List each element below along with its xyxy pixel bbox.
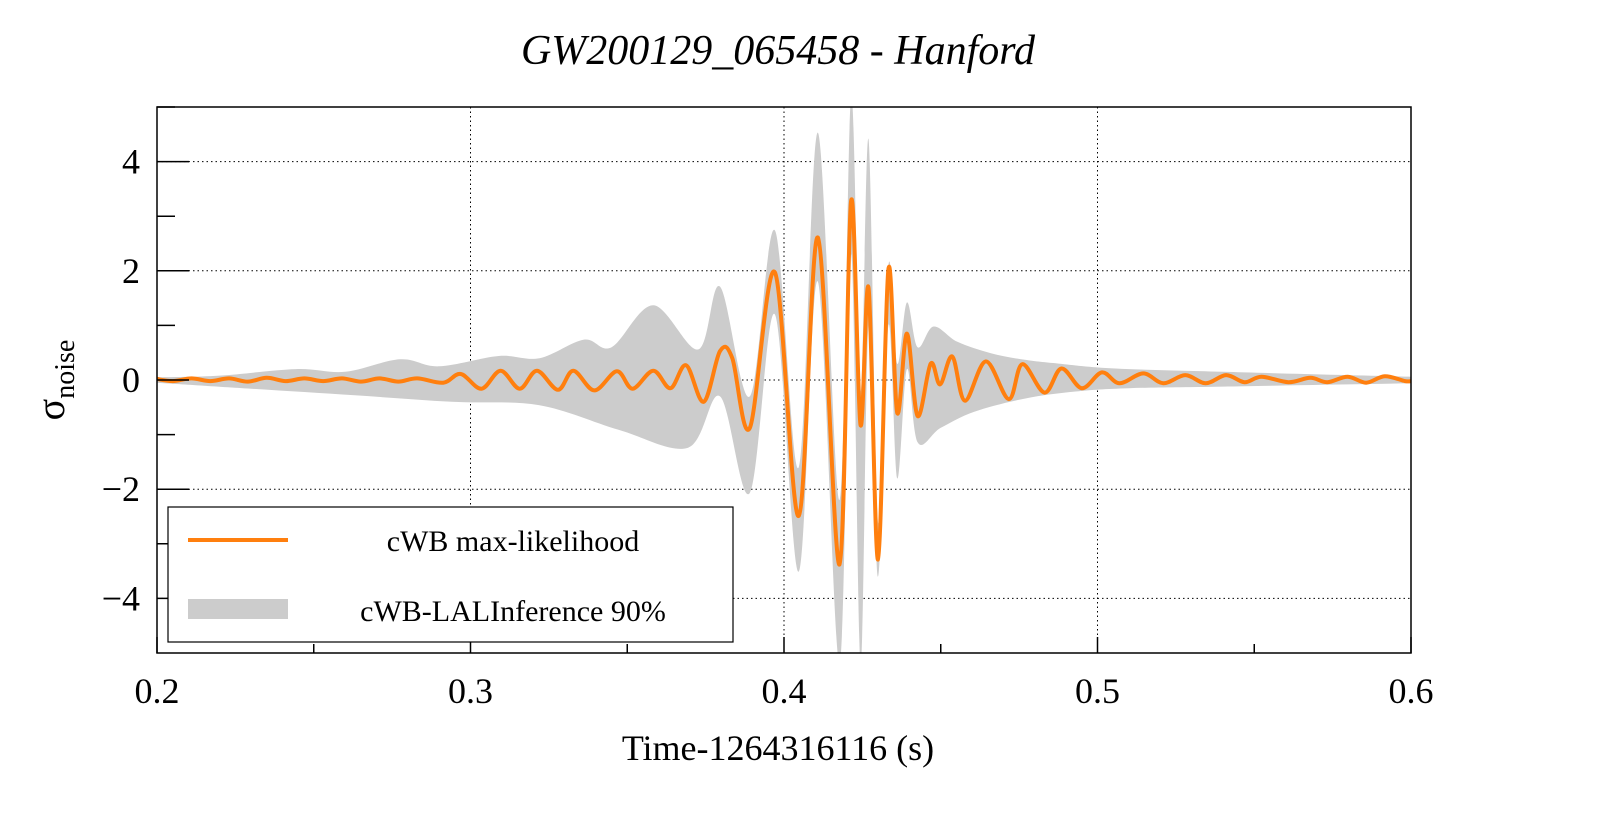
y-tick-labels: −4 −2 0 2 4: [102, 142, 140, 619]
x-axis-label: Time-1264316116 (s): [622, 728, 934, 768]
y-tick-label: 2: [122, 251, 140, 291]
max-likelihood-line: [157, 197, 1411, 567]
y-axis-label-main: σ: [28, 399, 73, 421]
y-tick-label: 4: [122, 142, 140, 182]
x-tick-label: 0.4: [762, 671, 807, 711]
y-tick-label: −4: [102, 578, 140, 618]
y-axis-label: σnoise: [28, 340, 81, 421]
legend-label-band: cWB-LALInference 90%: [360, 595, 666, 628]
x-tick-label: 0.5: [1075, 671, 1120, 711]
max-likelihood-line-layer: [157, 197, 1411, 567]
legend: cWB max-likelihood cWB-LALInference 90%: [167, 506, 734, 643]
x-tick-label: 0.2: [135, 671, 180, 711]
legend-label-max-likelihood: cWB max-likelihood: [387, 525, 639, 558]
x-tick-label: 0.3: [448, 671, 493, 711]
chart-title: GW200129_065458 - Hanford: [521, 28, 1036, 74]
x-tick-labels: 0.2 0.3 0.4 0.5 0.6: [135, 671, 1434, 711]
legend-band-swatch: [188, 599, 288, 619]
y-tick-label: −2: [102, 469, 140, 509]
y-axis-label-sub: noise: [50, 340, 81, 399]
x-tick-label: 0.6: [1389, 671, 1434, 711]
legend-box: [167, 506, 734, 643]
y-tick-label: 0: [122, 360, 140, 400]
